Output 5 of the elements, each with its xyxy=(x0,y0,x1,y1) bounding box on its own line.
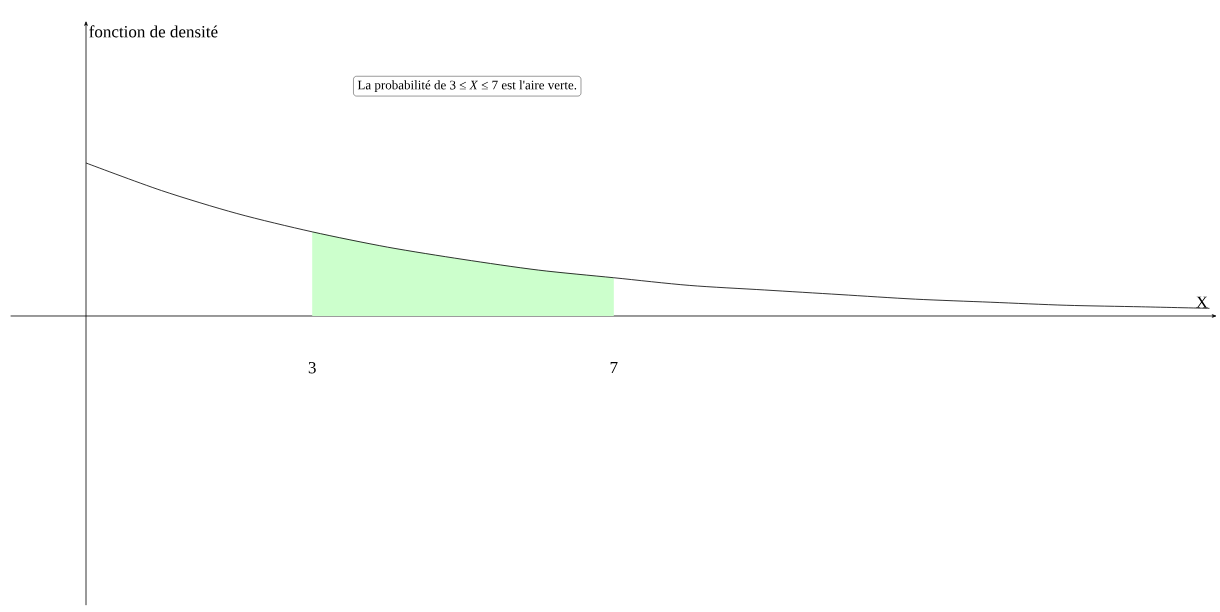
x-tick-label: 3 xyxy=(308,361,316,374)
x-tick-label: 7 xyxy=(610,361,618,374)
text: fonction de densité xyxy=(89,25,218,38)
x-axis-title: X xyxy=(1196,296,1208,308)
text: La probabilité de 3 ≤ X ≤ 7 est l'aire verte. xyxy=(357,80,577,93)
